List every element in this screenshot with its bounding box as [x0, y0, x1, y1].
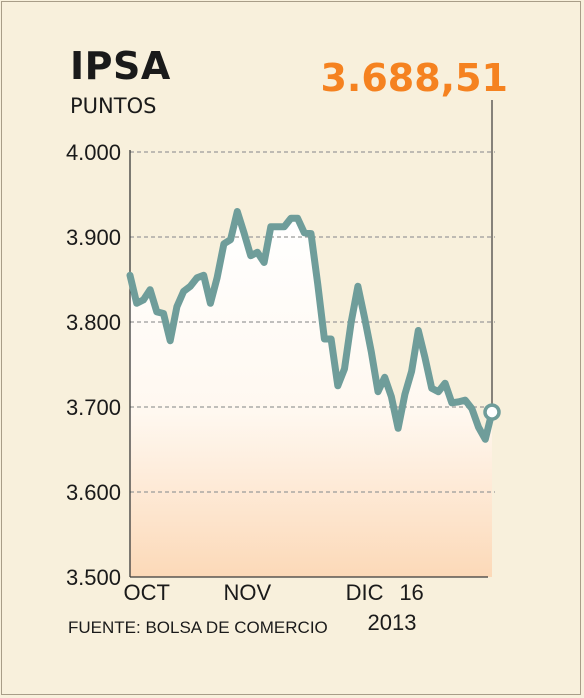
y-tick-label: 3.600 [66, 480, 121, 505]
y-tick-label: 4.000 [66, 140, 121, 165]
x-tick-label: NOV [223, 580, 271, 605]
x-tick-label: DIC [346, 580, 384, 605]
x-tick-label: OCT [124, 580, 170, 605]
chart-title: IPSA [70, 44, 171, 88]
x-axis-title: 2013 [368, 610, 417, 635]
y-tick-label: 3.500 [66, 565, 121, 590]
y-tick-label: 3.800 [66, 310, 121, 335]
area-fill [130, 211, 492, 577]
last-point-marker [483, 403, 501, 421]
series-line [126, 208, 496, 443]
unit-label: PUNTOS [70, 94, 157, 118]
x-tick-label: 16 [399, 580, 423, 605]
source-note: FUENTE: BOLSA DE COMERCIO [68, 618, 328, 637]
last-value: 3.688,51 [320, 56, 508, 100]
y-tick-label: 3.700 [66, 395, 121, 420]
y-tick-label: 3.900 [66, 225, 121, 250]
